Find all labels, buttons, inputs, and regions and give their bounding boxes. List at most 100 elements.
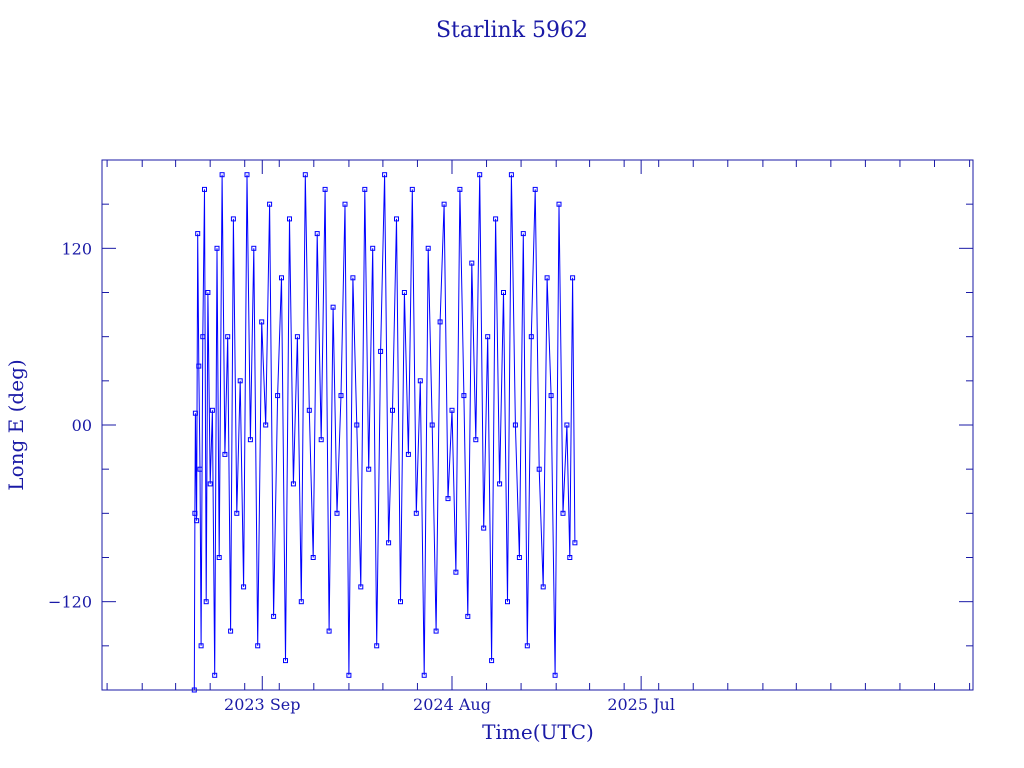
- data-point: [197, 466, 203, 472]
- data-point: [497, 481, 503, 487]
- data-point: [358, 584, 364, 590]
- data-point: [512, 422, 518, 428]
- data-point: [485, 334, 491, 340]
- data-point: [202, 186, 207, 192]
- x-tick-label: 2025 Jul: [607, 695, 675, 714]
- data-point: [275, 393, 281, 399]
- data-point: [567, 555, 573, 560]
- data-point: [350, 275, 356, 281]
- data-point: [532, 186, 538, 192]
- data-point: [225, 334, 231, 340]
- data-point: [405, 451, 411, 457]
- data-point: [370, 245, 376, 251]
- data-point: [205, 290, 211, 295]
- data-point: [237, 378, 243, 384]
- data-point: [473, 437, 479, 443]
- data-point: [386, 540, 392, 546]
- data-point: [429, 422, 435, 428]
- series-line: [193, 174, 576, 691]
- data-point: [572, 540, 578, 546]
- data-point: [195, 231, 201, 237]
- x-tick-label: 2023 Sep: [224, 695, 300, 714]
- y-tick-label: 120: [61, 239, 92, 258]
- data-point: [330, 304, 336, 310]
- data-point: [271, 613, 277, 619]
- data-point: [247, 437, 253, 443]
- y-axis-label: Long E (deg): [4, 359, 28, 490]
- data-point: [421, 672, 427, 678]
- data-point: [244, 172, 250, 178]
- data-point: [437, 319, 443, 325]
- data-point: [394, 216, 399, 222]
- data-point: [212, 672, 218, 678]
- plot-frame: [101, 159, 974, 691]
- data-point: [489, 658, 495, 664]
- x-axis-label: Time(UTC): [482, 720, 594, 744]
- data-point: [449, 407, 455, 413]
- y-tick-label: 00: [72, 416, 92, 435]
- data-point: [528, 334, 534, 340]
- data-point: [234, 510, 240, 516]
- data-point: [409, 186, 415, 192]
- data-point: [290, 481, 296, 487]
- data-point: [552, 672, 558, 678]
- data-point: [445, 496, 451, 502]
- data-point: [378, 348, 384, 354]
- data-point: [374, 643, 380, 649]
- data-point: [279, 275, 284, 281]
- data-point: [520, 231, 526, 237]
- data-point: [306, 407, 312, 413]
- data-point: [259, 319, 265, 325]
- data-point: [283, 658, 288, 664]
- data-point: [390, 407, 395, 413]
- data-point: [216, 555, 222, 560]
- y-tick-label: −120: [48, 593, 92, 612]
- data-point: [564, 422, 570, 428]
- data-point: [230, 216, 236, 222]
- data-point: [425, 245, 431, 251]
- data-point: [556, 201, 562, 207]
- data-point: [457, 186, 463, 192]
- data-point: [302, 172, 308, 178]
- data-point: [310, 555, 316, 560]
- data-point: [322, 186, 328, 192]
- data-point: [524, 643, 530, 649]
- data-point: [354, 422, 360, 428]
- data-point: [318, 437, 324, 443]
- data-point: [198, 643, 204, 649]
- axes: −120 00 120 2023 Sep 2024 Aug 2025 Jul: [48, 160, 973, 714]
- data-point: [536, 466, 542, 472]
- data-point: [465, 613, 471, 619]
- data-point: [294, 334, 300, 340]
- data-point: [200, 334, 206, 340]
- data-point: [540, 584, 546, 590]
- data-point: [453, 569, 459, 575]
- data-point: [194, 518, 200, 524]
- data-point: [505, 599, 510, 605]
- data-point: [493, 216, 499, 222]
- data-point: [207, 481, 213, 487]
- data-point: [477, 172, 483, 178]
- data-point: [222, 451, 228, 457]
- data-point: [287, 216, 292, 222]
- data-point: [417, 378, 423, 384]
- chart-title: Starlink 5962: [436, 18, 588, 43]
- data-point: [548, 393, 554, 399]
- data-point: [516, 555, 522, 560]
- data-point: [263, 422, 269, 428]
- data-point: [314, 231, 320, 237]
- plot-area: [191, 172, 578, 693]
- data-point: [203, 599, 209, 605]
- data-point: [469, 260, 475, 266]
- data-point: [544, 275, 550, 281]
- data-point: [346, 672, 352, 678]
- data-point: [219, 172, 225, 178]
- x-tick-label: 2024 Aug: [413, 695, 491, 714]
- data-point: [366, 466, 372, 472]
- data-point: [433, 628, 439, 634]
- data-point: [570, 275, 576, 281]
- data-point: [401, 290, 407, 295]
- data-point: [342, 201, 348, 207]
- data-point: [362, 186, 368, 192]
